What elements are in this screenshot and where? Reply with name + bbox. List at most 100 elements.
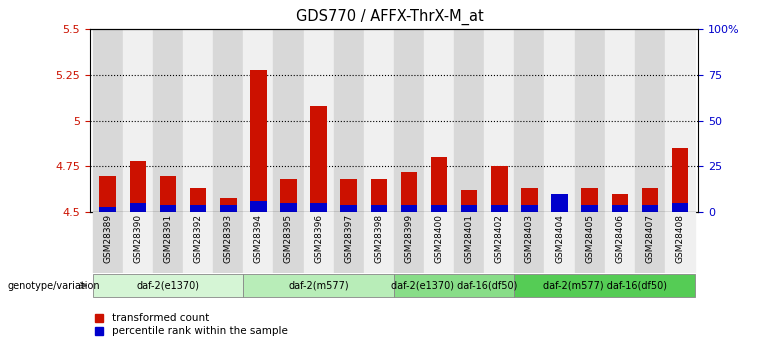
Bar	[160, 176, 176, 212]
Bar	[250, 201, 267, 212]
Bar	[274, 29, 303, 212]
Bar	[394, 212, 424, 273]
Bar	[340, 205, 357, 212]
Bar	[514, 212, 544, 273]
Text: GSM28399: GSM28399	[405, 214, 413, 263]
Bar	[243, 29, 274, 212]
Bar	[484, 212, 514, 273]
Bar	[122, 212, 153, 273]
Bar	[642, 188, 658, 212]
Bar	[220, 205, 236, 212]
Bar	[129, 161, 146, 212]
Bar	[190, 188, 207, 212]
Bar	[642, 205, 658, 212]
Bar	[394, 29, 424, 212]
Bar	[340, 179, 357, 212]
Bar	[521, 188, 537, 212]
Text: GSM28390: GSM28390	[133, 214, 143, 263]
Bar	[190, 205, 207, 212]
Bar	[363, 212, 394, 273]
Text: GSM28405: GSM28405	[585, 214, 594, 263]
Bar	[334, 29, 363, 212]
Bar	[575, 29, 604, 212]
Bar	[153, 212, 183, 273]
Bar	[635, 29, 665, 212]
Bar	[363, 29, 394, 212]
FancyBboxPatch shape	[394, 274, 514, 297]
Bar	[160, 205, 176, 212]
Bar	[424, 212, 454, 273]
Text: GSM28392: GSM28392	[193, 214, 203, 263]
Text: GSM28407: GSM28407	[645, 214, 654, 263]
Bar	[100, 207, 116, 212]
Bar	[581, 188, 598, 212]
Text: GSM28396: GSM28396	[314, 214, 323, 263]
Bar	[401, 172, 417, 212]
Bar	[280, 179, 296, 212]
Bar	[544, 29, 575, 212]
Bar	[183, 29, 213, 212]
Text: GSM28402: GSM28402	[495, 214, 504, 263]
Bar	[551, 194, 568, 212]
Bar	[370, 205, 387, 212]
Text: GSM28404: GSM28404	[555, 214, 564, 263]
Bar	[612, 205, 628, 212]
Text: daf-2(e1370) daf-16(df50): daf-2(e1370) daf-16(df50)	[391, 280, 517, 290]
Text: GSM28394: GSM28394	[254, 214, 263, 263]
Bar	[213, 212, 243, 273]
Bar	[93, 212, 122, 273]
Bar	[220, 198, 236, 212]
FancyBboxPatch shape	[93, 274, 243, 297]
Text: daf-2(m577) daf-16(df50): daf-2(m577) daf-16(df50)	[543, 280, 667, 290]
Bar	[183, 212, 213, 273]
Bar	[665, 29, 695, 212]
Text: genotype/variation: genotype/variation	[8, 281, 101, 290]
Text: GSM28391: GSM28391	[164, 214, 172, 263]
Bar	[424, 29, 454, 212]
Bar	[153, 29, 183, 212]
Bar	[484, 29, 514, 212]
Bar	[129, 203, 146, 212]
Bar	[461, 190, 477, 212]
Bar	[213, 29, 243, 212]
Bar	[454, 29, 484, 212]
FancyBboxPatch shape	[243, 274, 394, 297]
Text: GSM28395: GSM28395	[284, 214, 293, 263]
Text: GSM28389: GSM28389	[103, 214, 112, 263]
Text: GSM28398: GSM28398	[374, 214, 383, 263]
Bar	[310, 106, 327, 212]
Bar	[461, 205, 477, 212]
Text: GDS770 / AFFX-ThrX-M_at: GDS770 / AFFX-ThrX-M_at	[296, 9, 484, 25]
Bar	[672, 148, 688, 212]
Bar	[100, 176, 116, 212]
Bar	[491, 205, 508, 212]
Bar	[635, 212, 665, 273]
Bar	[93, 29, 122, 212]
Text: GSM28393: GSM28393	[224, 214, 232, 263]
Text: daf-2(e1370): daf-2(e1370)	[136, 280, 200, 290]
Text: GSM28400: GSM28400	[434, 214, 444, 263]
Bar	[274, 212, 303, 273]
Bar	[370, 179, 387, 212]
Bar	[454, 212, 484, 273]
Bar	[310, 203, 327, 212]
Bar	[122, 29, 153, 212]
Bar	[303, 29, 334, 212]
Bar	[604, 212, 635, 273]
Bar	[604, 29, 635, 212]
Bar	[575, 212, 604, 273]
Text: GSM28403: GSM28403	[525, 214, 534, 263]
Legend: transformed count, percentile rank within the sample: transformed count, percentile rank withi…	[95, 313, 288, 336]
Bar	[514, 29, 544, 212]
Bar	[280, 203, 296, 212]
Bar	[521, 205, 537, 212]
Text: GSM28406: GSM28406	[615, 214, 624, 263]
Text: GSM28408: GSM28408	[675, 214, 685, 263]
Text: daf-2(m577): daf-2(m577)	[289, 280, 349, 290]
Bar	[612, 194, 628, 212]
Text: GSM28401: GSM28401	[465, 214, 473, 263]
Bar	[334, 212, 363, 273]
Text: GSM28397: GSM28397	[344, 214, 353, 263]
Bar	[431, 205, 448, 212]
Bar	[672, 203, 688, 212]
